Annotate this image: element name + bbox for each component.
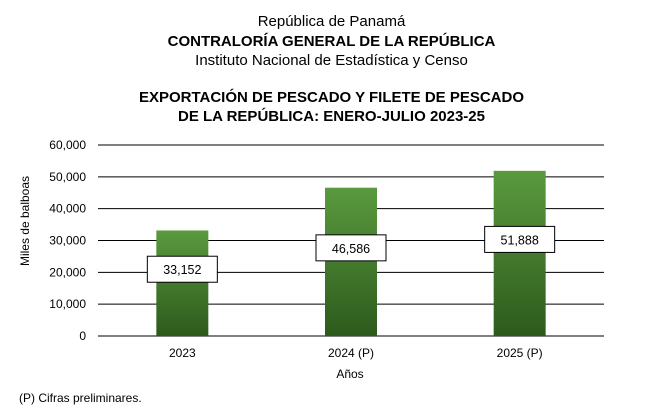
y-tick-label: 50,000 [49,170,86,184]
x-axis-label: Años [336,367,363,381]
header-country: República de Panamá [257,13,406,30]
bar-2024-p [325,187,377,336]
x-tick-label: 2025 (P) [497,346,543,360]
data-label: 33,152 [163,263,201,277]
chart-subtitle: DE LA REPÚBLICA: ENERO-JULIO 2023-25 [177,108,485,125]
data-label-box [315,234,387,262]
y-axis-label: Miles de balboas [18,176,32,266]
bars: 33,152 46,586 51,888 [146,170,556,336]
x-tick-label: 2023 [169,346,196,360]
chart-title: EXPORTACIÓN DE PESCADO Y FILETE DE PESCA… [138,89,525,106]
y-tick-label: 0 [79,329,86,343]
bar-2023 [156,230,209,336]
data-label-box [484,225,556,253]
data-label-box [146,255,218,283]
header-institute: Instituto Nacional de Estadística y Cens… [195,52,468,69]
x-tick-label: 2024 (P) [328,346,374,360]
y-tick-label: 10,000 [49,297,86,311]
bar-2025-p [493,170,546,336]
data-label: 51,888 [501,233,539,247]
y-axis-ticks: 0 10,000 20,000 30,000 40,000 50,000 60,000 [49,138,86,343]
x-axis-ticks: 2023 2024 (P) 2025 (P) [169,346,543,360]
footnote: (P) Cifras preliminares. [19,391,142,405]
y-tick-label: 30,000 [49,234,86,248]
y-tick-label: 40,000 [49,202,86,216]
y-tick-label: 60,000 [49,138,86,152]
y-tick-label: 20,000 [49,265,86,279]
data-label: 46,586 [332,242,370,256]
header-institution: CONTRALORÍA GENERAL DE LA REPÚBLICA [167,33,496,50]
